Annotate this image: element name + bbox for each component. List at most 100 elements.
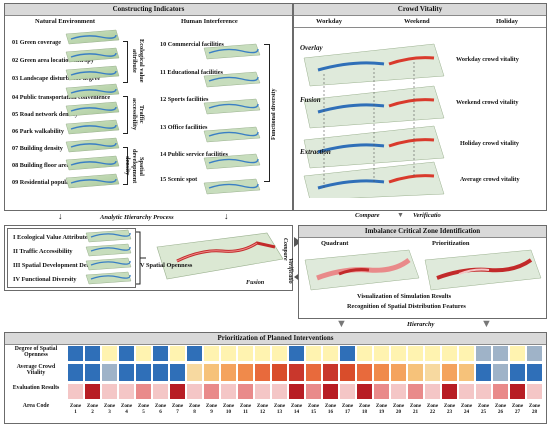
vitality-cell <box>407 363 424 382</box>
imbalance-maps <box>304 249 542 291</box>
openness-cell <box>101 345 118 362</box>
fusion-label-left: Fusion <box>246 279 265 286</box>
evaluation-cell <box>271 383 288 400</box>
evaluation-cell <box>237 383 254 400</box>
zone-code: Zone 2 <box>86 403 99 415</box>
openness-cell <box>441 345 458 362</box>
dimensions-left-box <box>7 228 136 288</box>
evaluation-cell <box>186 383 203 400</box>
indicator-01: 01 Green coverage <box>12 39 62 46</box>
workday-vitality-label: Workday crowd vitality <box>456 56 519 63</box>
crowd-vitality-title: Crowd Vitality <box>294 4 546 16</box>
evaluation-cell <box>305 383 322 400</box>
average-vitality-label: Average crowd vitality <box>460 176 520 183</box>
evaluation-cell <box>458 383 475 400</box>
extraction-label: Extraction <box>300 148 331 156</box>
openness-cell <box>135 345 152 362</box>
workday-label: Workday <box>316 18 343 25</box>
spatial-openness-map <box>156 232 284 280</box>
indicator-08: 08 Building floor area ratio <box>12 162 84 169</box>
dim-functional: IV Functional Diversity <box>13 276 77 283</box>
openness-cell <box>373 345 390 362</box>
vitality-cell <box>509 363 526 382</box>
evaluation-cell <box>492 383 509 400</box>
vitality-cell <box>203 363 220 382</box>
openness-cell <box>203 345 220 362</box>
indicator-11: 11 Educational facilities <box>160 69 223 76</box>
evaluation-cell <box>424 383 441 400</box>
vitality-cell <box>186 363 203 382</box>
evaluation-cell <box>475 383 492 400</box>
ahp-label: Analytic Hierarchy Process <box>100 214 174 221</box>
vitality-cell <box>237 363 254 382</box>
zone-code: Zone 24 <box>460 403 473 415</box>
zone-code: Zone 1 <box>69 403 82 415</box>
bracket-traffic <box>123 96 128 134</box>
fusion-label: Fusion <box>300 96 321 104</box>
vitality-cell <box>356 363 373 382</box>
zone-code: Zone 15 <box>307 403 320 415</box>
indicator-07: 07 Building density <box>12 145 63 152</box>
indicator-13: 13 Office facilities <box>160 124 208 131</box>
indicator-maps-left <box>65 29 120 189</box>
crowd-vitality-maps <box>303 43 445 198</box>
openness-cell <box>305 345 322 362</box>
openness-cell <box>84 345 101 362</box>
imbalance-panel: Imbalance Critical Zone Identification Q… <box>298 225 547 319</box>
vitality-cell <box>271 363 288 382</box>
vitality-cell <box>135 363 152 382</box>
vitality-cell <box>390 363 407 382</box>
zone-code: Zone 7 <box>171 403 184 415</box>
openness-cell <box>475 345 492 362</box>
zone-code: Zone 8 <box>188 403 201 415</box>
evaluation-cell <box>339 383 356 400</box>
indicator-12: 12 Sports facilities <box>160 96 209 103</box>
row-label-openness: Degree of Spatial Openness <box>14 346 58 359</box>
indicator-03: 03 Landscape disturbance degree <box>12 75 101 82</box>
zone-code: Zone 28 <box>528 403 541 415</box>
zone-code: Zone 9 <box>205 403 218 415</box>
zone-code: Zone 16 <box>324 403 337 415</box>
crowd-tabs-row <box>294 16 546 28</box>
vitality-cell <box>254 363 271 382</box>
dim-traffic: II Traffic Accessibility <box>13 248 73 255</box>
openness-cell <box>390 345 407 362</box>
evaluation-cell <box>373 383 390 400</box>
evaluation-cell <box>441 383 458 400</box>
evaluation-cell <box>118 383 135 400</box>
hierarchy-arrow-left: ▼ <box>336 318 347 330</box>
evaluation-cell <box>67 383 84 400</box>
indicator-04: 04 Public transportation convenience <box>12 94 111 101</box>
row-label-area-code: Area Code <box>22 403 50 409</box>
zone-code: Zone 19 <box>375 403 388 415</box>
zone-code: Zone 14 <box>290 403 303 415</box>
weekend-label: Weekend <box>404 18 430 25</box>
side-verification-label: Verificatio <box>287 258 293 284</box>
dimension-maps <box>85 229 132 285</box>
natural-environment-label: Natural Environment <box>35 18 96 25</box>
imbalance-title: Imbalance Critical Zone Identification <box>299 226 546 238</box>
row-label-vitality: Average Crowd Vitality <box>16 364 56 377</box>
openness-cell <box>169 345 186 362</box>
vitality-cell <box>492 363 509 382</box>
group-ecological-label: Ecological value attribute <box>131 39 145 83</box>
zone-code: Zone 26 <box>494 403 507 415</box>
vitality-cell <box>220 363 237 382</box>
evaluation-cell <box>288 383 305 400</box>
openness-cell <box>220 345 237 362</box>
openness-cell <box>118 345 135 362</box>
vitality-cell <box>84 363 101 382</box>
holiday-vitality-label: Holiday crowd vitality <box>460 140 520 147</box>
indicator-02: 02 Green area location entropy <box>12 57 94 64</box>
openness-cell <box>509 345 526 362</box>
vitality-cell <box>373 363 390 382</box>
compare-arrow: ▼ <box>397 211 404 219</box>
quadrant-label: Quadrant <box>321 240 349 247</box>
group-functional-label: Functional diversity <box>271 88 277 140</box>
evaluation-cell <box>526 383 543 400</box>
evaluation-cell <box>322 383 339 400</box>
openness-cell <box>322 345 339 362</box>
evaluation-cell <box>152 383 169 400</box>
openness-cell <box>407 345 424 362</box>
bracket-spatial <box>123 147 128 185</box>
